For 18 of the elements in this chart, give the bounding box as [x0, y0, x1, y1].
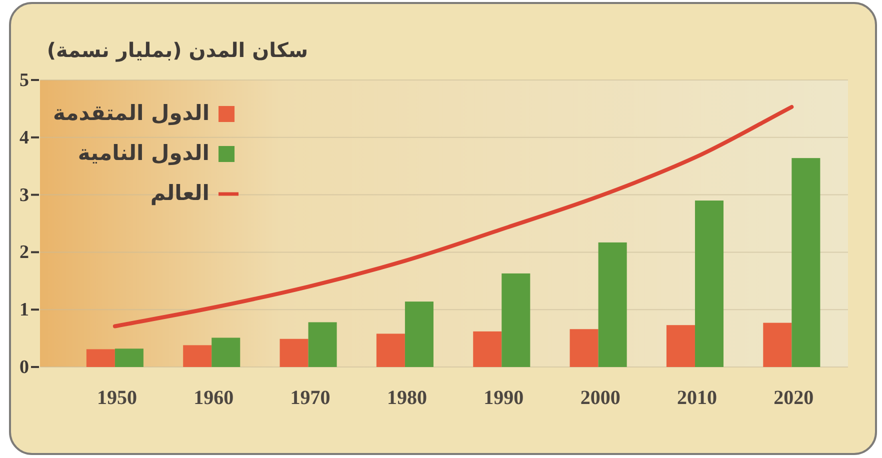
- x-tick-label: 2000: [580, 387, 620, 409]
- x-tick-label: 1980: [386, 387, 427, 409]
- y-tick-label: 3: [20, 184, 29, 206]
- x-tick-label: 1970: [290, 387, 330, 409]
- chart-title: سكان المدن (بمليار نسمة): [46, 38, 308, 62]
- x-tick-label: 2020: [774, 387, 814, 409]
- legend-label: العالم: [150, 181, 210, 206]
- y-tick-label: 2: [20, 242, 29, 264]
- legend-label: الدول المتقدمة: [53, 101, 210, 126]
- x-tick-label: 2010: [676, 387, 717, 409]
- y-tick-label: 1: [20, 300, 29, 321]
- y-tick-label: 0: [20, 357, 29, 378]
- y-tick-label: 4: [20, 127, 30, 148]
- legend-label: الدول النامية: [78, 141, 210, 166]
- x-tick-label: 1950: [96, 387, 137, 409]
- x-tick-label: 1960: [194, 387, 234, 409]
- y-tick-label: 5: [20, 70, 29, 91]
- x-tick-label: 1990: [484, 387, 524, 409]
